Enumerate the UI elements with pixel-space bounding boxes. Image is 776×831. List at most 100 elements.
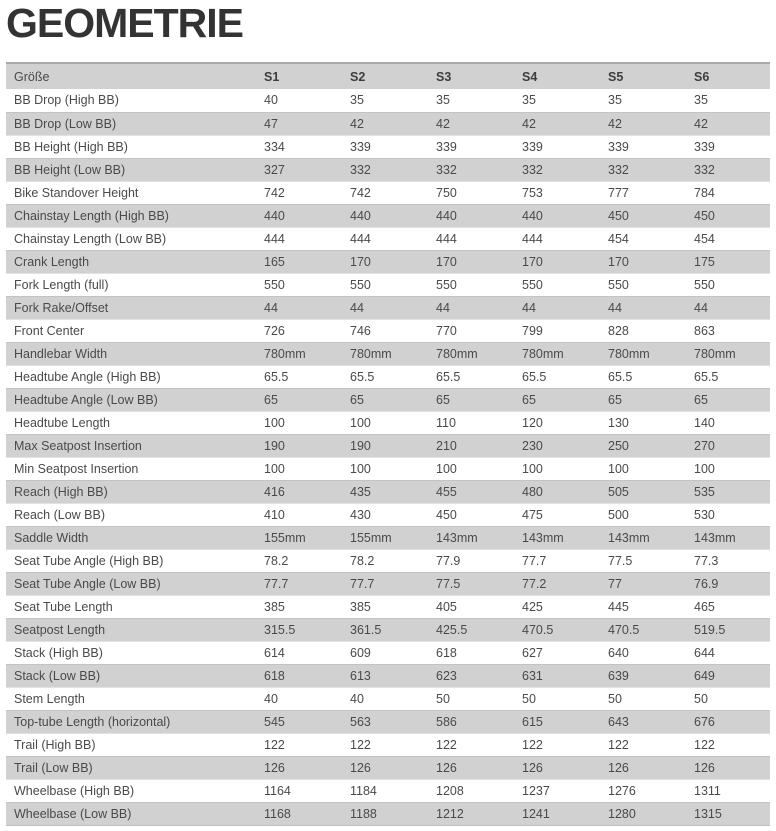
table-row: Seat Tube Length 385 385 405 425 445 465	[6, 595, 770, 619]
table-row: BB Height (High BB) 334 339 339 339 339 339	[6, 135, 770, 159]
cell-value: 270	[694, 438, 715, 453]
cell-value: 742	[350, 185, 371, 200]
cell-value: 545	[264, 714, 285, 729]
row-label: Max Seatpost Insertion	[14, 438, 142, 453]
cell-value: 450	[608, 208, 629, 223]
cell-value: 77	[608, 576, 622, 591]
cell-value: 47	[264, 116, 278, 131]
cell-value: 126	[264, 760, 285, 775]
cell-value: 40	[264, 691, 278, 706]
cell-value: 615	[522, 714, 543, 729]
cell-value: 750	[436, 185, 457, 200]
cell-value: 100	[522, 461, 543, 476]
cell-value: 143mm	[522, 530, 564, 545]
cell-value: 40	[350, 691, 364, 706]
cell-value: 50	[694, 691, 708, 706]
cell-value: 100	[694, 461, 715, 476]
cell-value: 77.7	[522, 553, 547, 568]
cell-value: 440	[522, 208, 543, 223]
cell-value: 100	[350, 415, 371, 430]
cell-value: 535	[694, 484, 715, 499]
row-label: Headtube Length	[14, 415, 110, 430]
cell-value: 1208	[436, 783, 464, 798]
table-row: Min Seatpost Insertion 100 100 100 100 100 100	[6, 457, 770, 481]
table-row: Headtube Angle (Low BB) 65 65 65 65 65 65	[6, 388, 770, 412]
cell-value: 435	[350, 484, 371, 499]
cell-value: 780mm	[264, 346, 306, 361]
cell-value: 440	[436, 208, 457, 223]
cell-value: 44	[350, 300, 364, 315]
cell-value: 44	[436, 300, 450, 315]
cell-value: 1241	[522, 806, 550, 821]
cell-value: 519.5	[694, 622, 726, 637]
cell-value: 444	[264, 231, 285, 246]
cell-value: 332	[694, 162, 715, 177]
cell-value: 586	[436, 714, 457, 729]
cell-value: 470.5	[522, 622, 554, 637]
table-row: BB Drop (High BB) 40 35 35 35 35 35	[6, 89, 770, 113]
cell-value: 122	[436, 737, 457, 752]
cell-value: 454	[608, 231, 629, 246]
cell-value: 44	[608, 300, 622, 315]
cell-value: 65	[264, 392, 278, 407]
cell-value: 35	[522, 93, 536, 108]
cell-value: 618	[436, 645, 457, 660]
cell-value: 165	[264, 254, 285, 269]
cell-value: 143mm	[608, 530, 650, 545]
row-label: Seatpost Length	[14, 622, 106, 637]
row-label: Stem Length	[14, 691, 85, 706]
cell-value: 550	[264, 277, 285, 292]
row-label: Chainstay Length (High BB)	[14, 208, 169, 223]
geometry-table: Größe S1 S2 S3 S4 S5 S6 BB Drop (High BB) 40 35…	[6, 62, 770, 826]
cell-value: 44	[694, 300, 708, 315]
cell-value: 1164	[264, 783, 291, 798]
cell-value: 339	[436, 139, 457, 154]
table-row: Seat Tube Angle (Low BB) 77.7 77.7 77.5 77.2…	[6, 572, 770, 596]
cell-value: 122	[350, 737, 371, 752]
cell-value: 126	[608, 760, 629, 775]
cell-value: 614	[264, 645, 285, 660]
table-row: Headtube Angle (High BB) 65.5 65.5 65.5 65.5…	[6, 365, 770, 389]
cell-value: 175	[694, 254, 715, 269]
cell-value: 78.2	[350, 553, 375, 568]
cell-value: 155mm	[350, 530, 392, 545]
cell-value: 65	[436, 392, 450, 407]
cell-value: 42	[436, 116, 450, 131]
cell-value: 339	[694, 139, 715, 154]
cell-value: 1212	[436, 806, 464, 821]
table-row: Trail (Low BB) 126 126 126 126 126 126	[6, 756, 770, 780]
row-label: Min Seatpost Insertion	[14, 461, 139, 476]
cell-value: 1315	[694, 806, 722, 821]
cell-value: 613	[350, 668, 371, 683]
cell-value: 65.5	[350, 369, 375, 384]
row-label: Crank Length	[14, 254, 90, 269]
column-header-s2: S2	[350, 69, 366, 84]
cell-value: 405	[436, 599, 457, 614]
cell-value: 35	[350, 93, 364, 108]
table-row: Max Seatpost Insertion 190 190 210 230 250 270	[6, 434, 770, 458]
cell-value: 631	[522, 668, 543, 683]
column-header-s1: S1	[264, 69, 280, 84]
cell-value: 120	[522, 415, 543, 430]
table-row: Reach (Low BB) 410 430 450 475 500 530	[6, 503, 770, 527]
cell-value: 40	[264, 93, 278, 108]
row-label: Trail (Low BB)	[14, 760, 93, 775]
cell-value: 676	[694, 714, 715, 729]
cell-value: 444	[436, 231, 457, 246]
cell-value: 126	[436, 760, 457, 775]
cell-value: 332	[522, 162, 543, 177]
cell-value: 65.5	[694, 369, 719, 384]
cell-value: 780mm	[436, 346, 478, 361]
cell-value: 550	[522, 277, 543, 292]
cell-value: 339	[608, 139, 629, 154]
cell-value: 1237	[522, 783, 550, 798]
cell-value: 465	[694, 599, 715, 614]
cell-value: 230	[522, 438, 543, 453]
cell-value: 170	[436, 254, 457, 269]
cell-value: 126	[694, 760, 715, 775]
cell-value: 170	[522, 254, 543, 269]
cell-value: 1168	[264, 806, 291, 821]
cell-value: 210	[436, 438, 457, 453]
cell-value: 42	[522, 116, 536, 131]
cell-value: 385	[264, 599, 285, 614]
